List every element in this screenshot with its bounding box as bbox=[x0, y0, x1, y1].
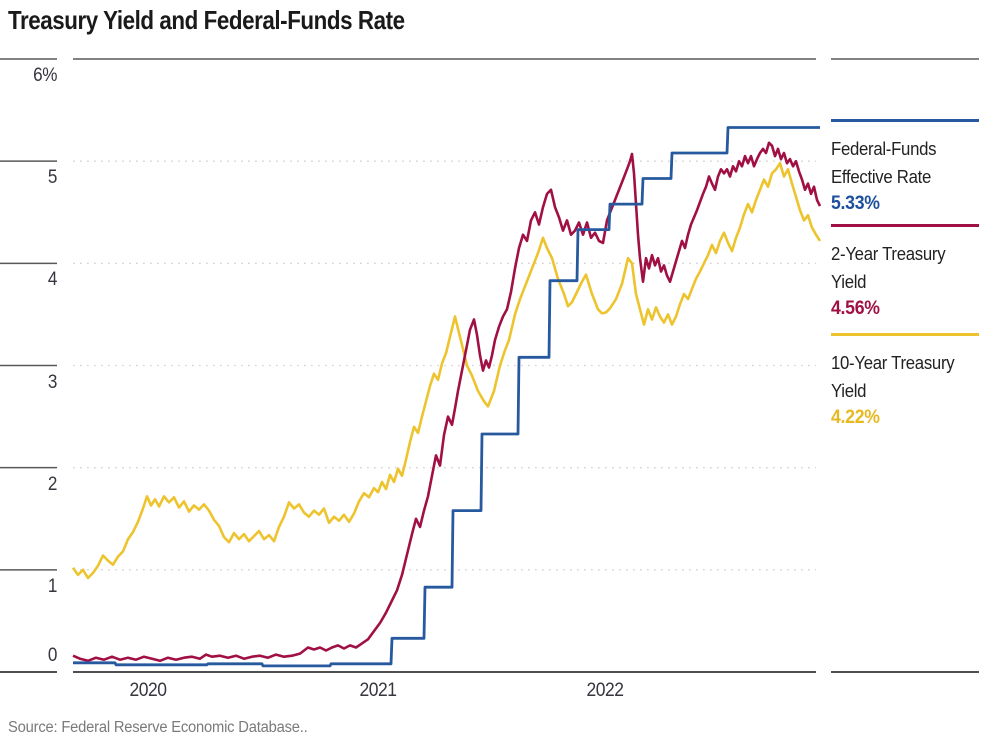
y-tick-label: 1 bbox=[47, 575, 58, 597]
legend-series-value: 4.56% bbox=[831, 298, 880, 319]
y-tick-label: 6% bbox=[33, 65, 57, 86]
series-line-2-year-treasury-yield bbox=[72, 141, 822, 663]
x-tick-label: 2022 bbox=[586, 680, 624, 701]
y-tick-label: 5 bbox=[47, 167, 58, 189]
legend-series-name: Federal-Funds Effective Rate bbox=[831, 139, 937, 187]
legend-swatch-line bbox=[831, 224, 979, 227]
legend-item: Federal-Funds Effective Rate 5.33% bbox=[831, 119, 981, 215]
legend-series-value: 4.22% bbox=[831, 407, 880, 428]
y-tick-label: 3 bbox=[47, 371, 58, 393]
series-line-federal-funds-effective-rate bbox=[73, 126, 820, 668]
y-tick-label: 4 bbox=[47, 269, 58, 291]
chart-title: Treasury Yield and Federal-Funds Rate bbox=[8, 5, 405, 35]
y-tick-label: 2 bbox=[47, 473, 58, 495]
legend-item: 10-Year Treasury Yield 4.22% bbox=[831, 333, 981, 429]
legend-series-name: 10-Year Treasury Yield bbox=[831, 353, 955, 401]
legend-series-name: 2-Year Treasury Yield bbox=[831, 244, 946, 292]
legend-swatch-line bbox=[831, 119, 979, 122]
x-tick-label: 2021 bbox=[359, 680, 397, 701]
legend-item: 2-Year Treasury Yield 4.56% bbox=[831, 224, 981, 320]
source-note: Source: Federal Reserve Economic Databas… bbox=[8, 719, 308, 736]
legend-swatch-line bbox=[831, 333, 979, 336]
legend-series-value: 5.33% bbox=[831, 193, 880, 214]
x-tick-label: 2020 bbox=[129, 680, 167, 701]
series-line-10-year-treasury-yield bbox=[71, 161, 822, 580]
y-tick-label: 0 bbox=[47, 645, 58, 666]
